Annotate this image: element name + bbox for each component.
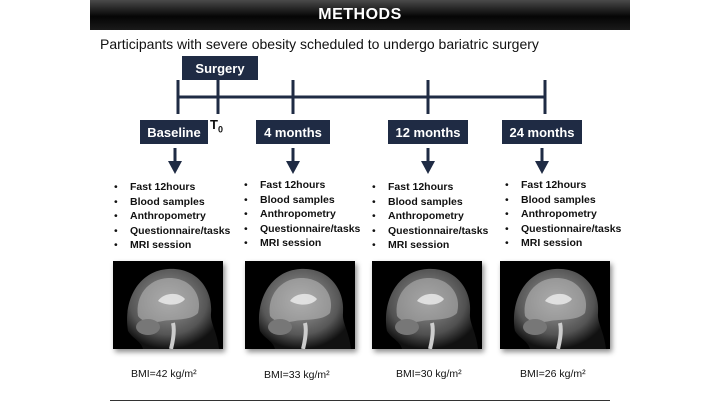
bullet: • (505, 208, 509, 220)
timepoint-label: Baseline (147, 124, 201, 140)
timepoint-label: 12 months (395, 124, 461, 140)
list-item-text: Questionnaire/tasks (130, 224, 231, 237)
procedure-list-24-months: • Fast 12hours • Blood samples • Anthropome… (503, 178, 621, 251)
bullet: • (244, 208, 248, 220)
procedure-list-4-months: • Fast 12hours • Blood samples • Anthropome… (242, 178, 360, 251)
list-item: • Fast 12hours (370, 180, 488, 195)
bmi-caption-baseline: BMI=42 kg/m² (131, 368, 197, 380)
list-item: • Anthropometry (242, 207, 360, 222)
list-item: • Anthropometry (112, 209, 230, 224)
procedure-list-12-months: • Fast 12hours • Blood samples • Anthropome… (370, 180, 488, 253)
mri-image-4-months (245, 261, 355, 349)
list-item: • MRI session (503, 236, 621, 251)
list-item-text: Questionnaire/tasks (521, 222, 622, 235)
t0-label: T0 (210, 117, 223, 135)
bullet: • (372, 181, 376, 193)
list-item: • Questionnaire/tasks (370, 224, 488, 239)
list-item: • Blood samples (370, 195, 488, 210)
list-item-text: Fast 12hours (130, 181, 196, 193)
mri-image-12-months (372, 261, 482, 349)
surgery-box: Surgery (182, 56, 258, 80)
list-item-text: Anthropometry (260, 208, 336, 220)
bullet: • (114, 195, 118, 208)
bullet: • (114, 224, 118, 237)
t0-letter: T (210, 117, 218, 132)
mri-image-baseline (113, 261, 223, 349)
timepoint-box-baseline: Baseline (140, 120, 208, 144)
bullet: • (244, 237, 248, 249)
timepoint-label: 24 months (509, 124, 575, 140)
list-item-text: Blood samples (260, 193, 335, 206)
down-arrow-icon (168, 148, 182, 174)
surgery-label: Surgery (195, 60, 245, 76)
timepoint-box-24-months: 24 months (502, 120, 582, 144)
list-item-text: Blood samples (388, 195, 463, 208)
list-item: • MRI session (112, 238, 230, 253)
bullet: • (244, 179, 248, 191)
list-item-text: Anthropometry (521, 208, 597, 220)
bullet: • (372, 239, 376, 251)
list-item-text: Anthropometry (388, 210, 464, 222)
down-arrow-icon (421, 148, 435, 174)
bullet: • (114, 210, 118, 222)
timepoint-label: 4 months (264, 124, 322, 140)
list-item-text: MRI session (130, 239, 192, 251)
list-item: • Anthropometry (370, 209, 488, 224)
list-item-text: Questionnaire/tasks (388, 224, 489, 237)
timepoint-box-12-months: 12 months (388, 120, 468, 144)
bmi-caption-4-months: BMI=33 kg/m² (264, 369, 330, 381)
timepoint-box-4-months: 4 months (256, 120, 330, 144)
down-arrow-icon (535, 148, 549, 174)
footer-divider (110, 400, 610, 401)
bullet: • (505, 237, 509, 249)
list-item: • Questionnaire/tasks (503, 222, 621, 237)
bullet: • (372, 224, 376, 237)
subtitle: Participants with severe obesity schedul… (100, 36, 539, 52)
list-item: • Questionnaire/tasks (112, 224, 230, 239)
bmi-caption-24-months: BMI=26 kg/m² (520, 368, 586, 380)
bullet: • (114, 181, 118, 193)
list-item-text: Blood samples (521, 193, 596, 206)
list-item: • Fast 12hours (242, 178, 360, 193)
list-item: • MRI session (242, 236, 360, 251)
list-item: • Fast 12hours (503, 178, 621, 193)
list-item-text: Fast 12hours (388, 181, 454, 193)
section-title: METHODS (318, 6, 402, 23)
bullet: • (505, 179, 509, 191)
bmi-caption-12-months: BMI=30 kg/m² (396, 368, 462, 380)
bullet: • (114, 239, 118, 251)
list-item: • Anthropometry (503, 207, 621, 222)
list-item-text: MRI session (260, 237, 322, 249)
down-arrow-icon (286, 148, 300, 174)
section-header: METHODS (90, 0, 630, 30)
list-item-text: Blood samples (130, 195, 205, 208)
list-item: • Blood samples (242, 193, 360, 208)
bullet: • (505, 222, 509, 235)
bullet: • (244, 193, 248, 206)
bullet: • (505, 193, 509, 206)
t0-subscript: 0 (217, 124, 223, 135)
procedure-list-baseline: • Fast 12hours • Blood samples • Anthropome… (112, 180, 230, 253)
bullet: • (372, 210, 376, 222)
list-item-text: Anthropometry (130, 210, 206, 222)
list-item-text: Questionnaire/tasks (260, 222, 361, 235)
list-item-text: Fast 12hours (260, 179, 326, 191)
list-item: • MRI session (370, 238, 488, 253)
list-item-text: Fast 12hours (521, 179, 587, 191)
list-item-text: MRI session (388, 239, 450, 251)
list-item: • Blood samples (112, 195, 230, 210)
bullet: • (244, 222, 248, 235)
list-item: • Fast 12hours (112, 180, 230, 195)
list-item-text: MRI session (521, 237, 583, 249)
list-item: • Blood samples (503, 193, 621, 208)
mri-image-24-months (500, 261, 610, 349)
bullet: • (372, 195, 376, 208)
list-item: • Questionnaire/tasks (242, 222, 360, 237)
